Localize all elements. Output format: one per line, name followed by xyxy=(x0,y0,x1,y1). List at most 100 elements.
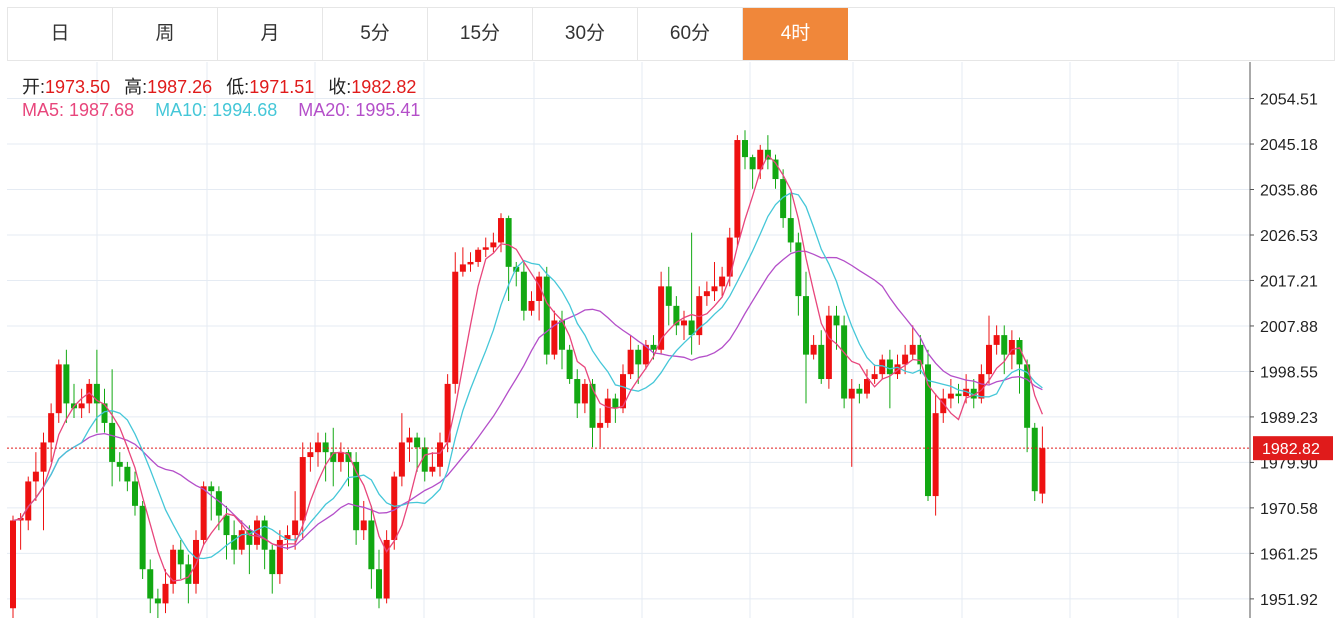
candle-body xyxy=(63,364,70,404)
candle-body xyxy=(894,364,901,375)
candle-body xyxy=(650,344,657,350)
candle-body xyxy=(315,442,321,453)
candle-body xyxy=(1024,364,1031,428)
candle-body xyxy=(795,242,802,297)
candle-body xyxy=(1031,427,1038,492)
ma5-value: 1987.68 xyxy=(69,100,135,120)
candle-body xyxy=(459,264,466,272)
candle-body xyxy=(406,437,413,443)
y-tick-label: 2035.86 xyxy=(1260,182,1318,199)
candle-body xyxy=(231,535,238,550)
candle-body xyxy=(940,398,947,414)
candle-body xyxy=(170,549,177,584)
candle-body xyxy=(681,320,687,326)
candle-body xyxy=(490,242,497,248)
y-tick-label: 2045.18 xyxy=(1260,137,1318,154)
candle-body xyxy=(1039,448,1046,494)
open-label: 开: xyxy=(22,77,46,97)
candle-body xyxy=(238,530,245,550)
candle-body xyxy=(726,237,733,277)
candle-body xyxy=(482,247,489,250)
tab-0[interactable]: 日 xyxy=(8,8,113,60)
candle-body xyxy=(528,300,535,311)
ma5-label: MA5: xyxy=(22,100,65,120)
ohlc-readout: 开:1973.50 高:1987.26 低:1971.51 收:1982.82 xyxy=(22,73,430,99)
candle-body xyxy=(32,471,39,482)
candle-body xyxy=(986,344,992,375)
tab-5[interactable]: 30分 xyxy=(533,8,638,60)
y-tick-label: 1998.55 xyxy=(1260,364,1318,381)
candle-body xyxy=(78,403,85,409)
candle-body xyxy=(10,520,16,609)
candle-body xyxy=(719,276,726,287)
candle-body xyxy=(101,403,108,423)
candle-body xyxy=(421,447,428,472)
candle-body xyxy=(345,452,352,462)
candle-body xyxy=(116,461,123,467)
candle-body xyxy=(803,296,809,355)
candle-body xyxy=(467,261,474,265)
candle-body xyxy=(688,320,695,336)
candle-body xyxy=(642,344,649,365)
candle-body xyxy=(330,452,337,462)
ma10-line xyxy=(12,192,1043,560)
candle-body xyxy=(292,520,299,536)
candle-body xyxy=(276,539,283,575)
candle-body xyxy=(132,481,138,506)
candle-body xyxy=(993,335,1000,345)
candle-body xyxy=(177,549,184,565)
candle-body xyxy=(284,535,291,540)
candle-body xyxy=(109,422,116,462)
candle-body xyxy=(963,388,970,397)
tab-3[interactable]: 5分 xyxy=(323,8,428,60)
candle-body xyxy=(772,159,779,180)
candle-body xyxy=(917,344,924,365)
candle-body xyxy=(307,452,314,458)
candle-body xyxy=(124,466,131,482)
candle-body xyxy=(711,286,718,292)
candle-body xyxy=(376,569,382,599)
candle-body xyxy=(498,218,504,243)
tab-2[interactable]: 月 xyxy=(218,8,323,60)
candle-body xyxy=(398,442,405,477)
candle-body xyxy=(360,520,367,531)
candlestick-chart: 2054.51 2045.18 2035.86 2026.53 2017.21 2007.… xyxy=(7,62,1333,618)
candle-body xyxy=(581,383,588,404)
candle-body xyxy=(1008,340,1015,355)
ma5-line xyxy=(12,154,1044,582)
candle-body xyxy=(299,457,306,521)
tab-7[interactable]: 4时 xyxy=(743,8,848,60)
candle-body xyxy=(208,486,215,492)
ma20-line xyxy=(12,250,1043,549)
y-tick-label: 1961.25 xyxy=(1260,546,1318,563)
candle-body xyxy=(947,393,954,399)
y-tick-label: 1951.92 xyxy=(1260,592,1318,609)
close-value: 1982.82 xyxy=(351,77,417,97)
ma20-value: 1995.41 xyxy=(355,100,421,120)
candle-body xyxy=(353,461,360,531)
current-price-label: 1982.82 xyxy=(1262,441,1320,458)
period-tabs: 日周月 5分 15分 30分 60分 4时 xyxy=(7,7,1335,61)
candle-body xyxy=(1001,335,1008,355)
candle-body xyxy=(833,315,840,326)
candle-body xyxy=(269,549,276,575)
current-price-tag xyxy=(1253,436,1333,461)
ma-readout: MA5: 1987.68 MA10: 1994.68 MA20: 1995.41 xyxy=(22,100,420,121)
candle-body xyxy=(589,383,596,428)
low-value: 1971.51 xyxy=(249,77,315,97)
ma10-value: 1994.68 xyxy=(212,100,278,120)
tab-4[interactable]: 15分 xyxy=(428,8,533,60)
candle-body xyxy=(574,379,581,404)
candle-body xyxy=(566,349,573,380)
candle-body xyxy=(810,344,817,355)
y-tick-label: 2026.53 xyxy=(1260,228,1318,245)
candle-body xyxy=(620,374,626,409)
candle-body xyxy=(604,398,611,423)
y-tick-label: 1970.58 xyxy=(1260,501,1318,518)
candle-body xyxy=(734,140,741,238)
tab-6[interactable]: 60分 xyxy=(638,8,743,60)
candle-body xyxy=(757,149,764,170)
candle-body xyxy=(391,476,398,540)
tab-1[interactable]: 周 xyxy=(113,8,218,60)
candle-body xyxy=(429,466,436,472)
